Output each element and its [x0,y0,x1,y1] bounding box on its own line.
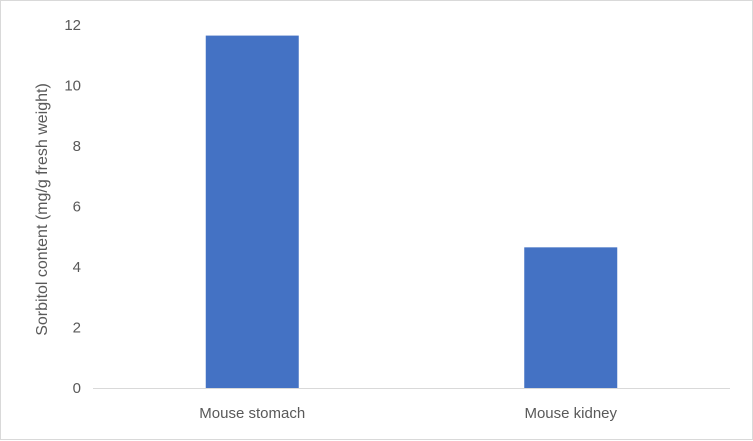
bars [205,35,618,389]
y-axis-title: Sorbitol content (mg/g fresh weight) [34,83,51,336]
y-tick-label: 6 [73,199,81,216]
y-tick-label: 12 [64,17,81,34]
y-tick-label: 8 [73,138,81,155]
x-axis-ticks: Mouse stomach Mouse kidney [199,405,617,422]
y-axis-ticks: 0 2 4 6 8 10 12 [64,17,81,397]
y-tick-label: 4 [73,259,81,276]
y-tick-label: 0 [73,380,81,397]
bar-mouse-stomach [205,35,299,389]
y-tick-label: 2 [73,320,81,337]
x-tick-label: Mouse stomach [199,405,305,422]
y-tick-label: 10 [64,78,81,95]
x-tick-label: Mouse kidney [524,405,617,422]
bar-mouse-kidney [524,247,618,388]
